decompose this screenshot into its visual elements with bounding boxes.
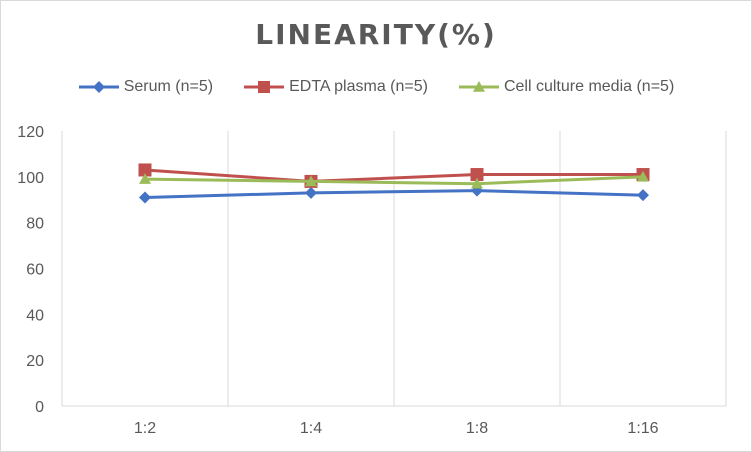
- data-point: [470, 168, 484, 182]
- data-point: [471, 177, 483, 189]
- data-point: [139, 191, 151, 204]
- y-tick-label: 40: [26, 307, 44, 324]
- data-point: [138, 163, 152, 177]
- y-tick-label: 80: [26, 216, 44, 233]
- legend-item-serum: Serum (n=5): [78, 78, 213, 96]
- y-tick-label: 120: [17, 124, 44, 141]
- legend-marker: [92, 81, 105, 93]
- legend-marker: [472, 81, 485, 92]
- legend-label-edta-plasma: EDTA plasma (n=5): [289, 78, 428, 95]
- legend-marker: [258, 81, 271, 93]
- data-point: [139, 173, 151, 184]
- series-line-0: [144, 189, 644, 199]
- data-point: [637, 170, 649, 182]
- legend-swatch-cell-culture-media: [458, 81, 499, 92]
- legend-item-edta-plasma: EDTA plasma (n=5): [243, 78, 428, 96]
- chart-title: LINEARITY(%): [255, 18, 497, 51]
- x-tick-label: 1:2: [134, 420, 156, 437]
- data-point: [637, 189, 649, 202]
- y-tick-label: 100: [17, 170, 44, 187]
- series-line-1: [144, 168, 643, 183]
- legend-label-cell-culture-media: Cell culture media (n=5): [503, 78, 675, 95]
- y-tick-label: 20: [26, 353, 44, 370]
- legend-swatch-serum: [78, 81, 119, 93]
- legend: Serum (n=5) EDTA plasma (n=5) Cell cultu…: [0, 78, 752, 96]
- series-line-2: [144, 175, 644, 186]
- x-tick-label: 1:4: [300, 420, 322, 437]
- y-tick-label: 60: [26, 262, 44, 279]
- legend-label-serum: Serum (n=5): [123, 78, 214, 95]
- legend-swatch-edta-plasma: [244, 81, 285, 93]
- data-point: [305, 175, 317, 187]
- data-point: [305, 186, 317, 199]
- x-tick-label: 1:16: [627, 420, 658, 437]
- x-tick-label: 1:8: [466, 420, 488, 437]
- legend-item-cell-culture-media: Cell culture media (n=5): [458, 78, 674, 96]
- y-tick-label: 0: [35, 399, 44, 416]
